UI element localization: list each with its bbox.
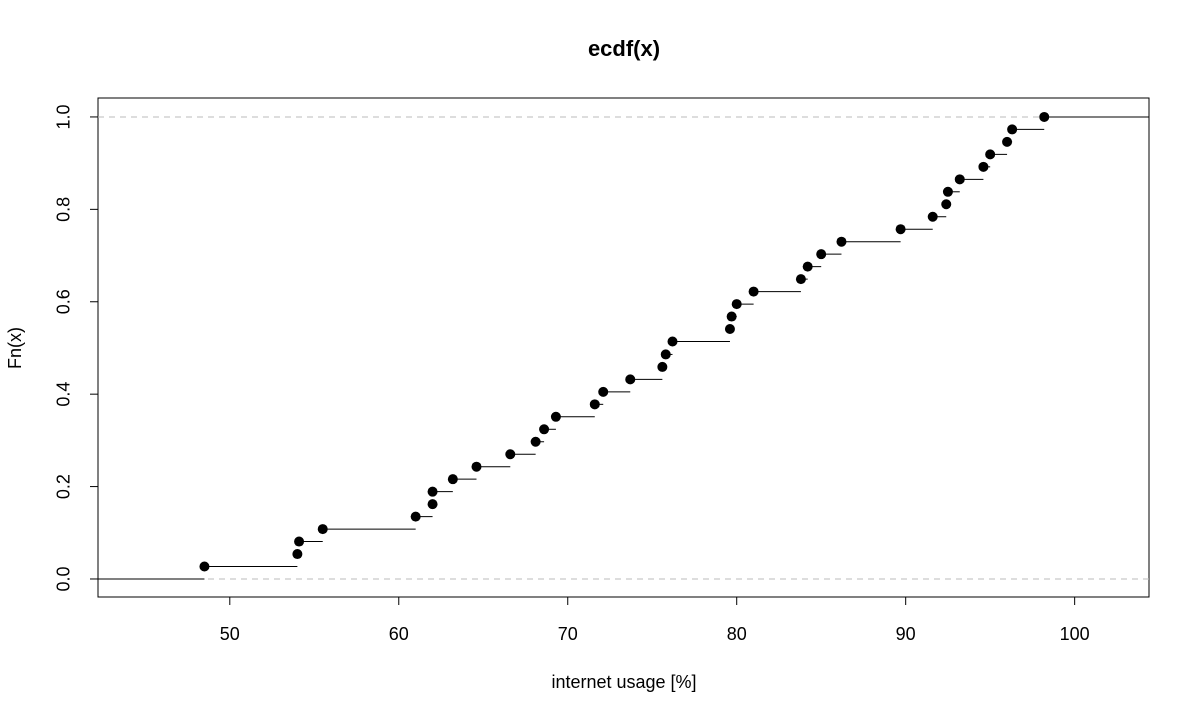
step-point bbox=[530, 436, 541, 447]
x-tick-label: 100 bbox=[1060, 624, 1090, 644]
step-point bbox=[317, 524, 328, 535]
y-tick-label: 0.4 bbox=[54, 382, 74, 407]
x-tick-label: 90 bbox=[896, 624, 916, 644]
step-point bbox=[748, 286, 759, 297]
y-tick-label: 0.8 bbox=[54, 197, 74, 222]
step-point bbox=[1002, 136, 1013, 147]
step-point bbox=[985, 149, 996, 160]
step-point bbox=[657, 361, 668, 372]
step-point bbox=[816, 249, 827, 260]
step-point bbox=[625, 374, 636, 385]
step-point bbox=[427, 499, 438, 510]
step-point bbox=[941, 199, 952, 210]
step-point bbox=[927, 211, 938, 222]
x-axis-label: internet usage [%] bbox=[551, 672, 696, 692]
step-point bbox=[598, 386, 609, 397]
step-point bbox=[942, 186, 953, 197]
step-point bbox=[836, 236, 847, 247]
y-tick-label: 0.6 bbox=[54, 289, 74, 314]
step-point bbox=[978, 161, 989, 172]
x-tick-label: 60 bbox=[389, 624, 409, 644]
chart-title: ecdf(x) bbox=[588, 36, 660, 61]
step-point bbox=[726, 311, 737, 322]
step-point bbox=[471, 461, 482, 472]
step-point bbox=[731, 299, 742, 310]
step-point bbox=[199, 561, 210, 572]
step-point bbox=[550, 411, 561, 422]
step-point bbox=[1039, 111, 1050, 122]
y-tick-label: 0.2 bbox=[54, 474, 74, 499]
step-point bbox=[660, 349, 671, 360]
x-tick-label: 80 bbox=[727, 624, 747, 644]
step-point bbox=[410, 511, 421, 522]
step-point bbox=[294, 536, 305, 547]
step-point bbox=[954, 174, 965, 185]
x-tick-label: 70 bbox=[558, 624, 578, 644]
step-point bbox=[292, 549, 303, 560]
plot-frame bbox=[97, 97, 1150, 598]
step-point bbox=[539, 424, 550, 435]
step-point bbox=[802, 261, 813, 272]
step-point bbox=[724, 324, 735, 335]
step-point bbox=[589, 399, 600, 410]
step-point bbox=[667, 336, 678, 347]
step-point bbox=[427, 486, 438, 497]
step-point bbox=[795, 274, 806, 285]
step-point bbox=[1007, 124, 1018, 135]
y-axis-label: Fn(x) bbox=[5, 327, 25, 369]
step-point bbox=[447, 474, 458, 485]
step-point bbox=[505, 449, 516, 460]
y-tick-label: 0.0 bbox=[54, 566, 74, 591]
y-tick-label: 1.0 bbox=[54, 104, 74, 129]
step-point bbox=[895, 224, 906, 235]
x-tick-label: 50 bbox=[220, 624, 240, 644]
